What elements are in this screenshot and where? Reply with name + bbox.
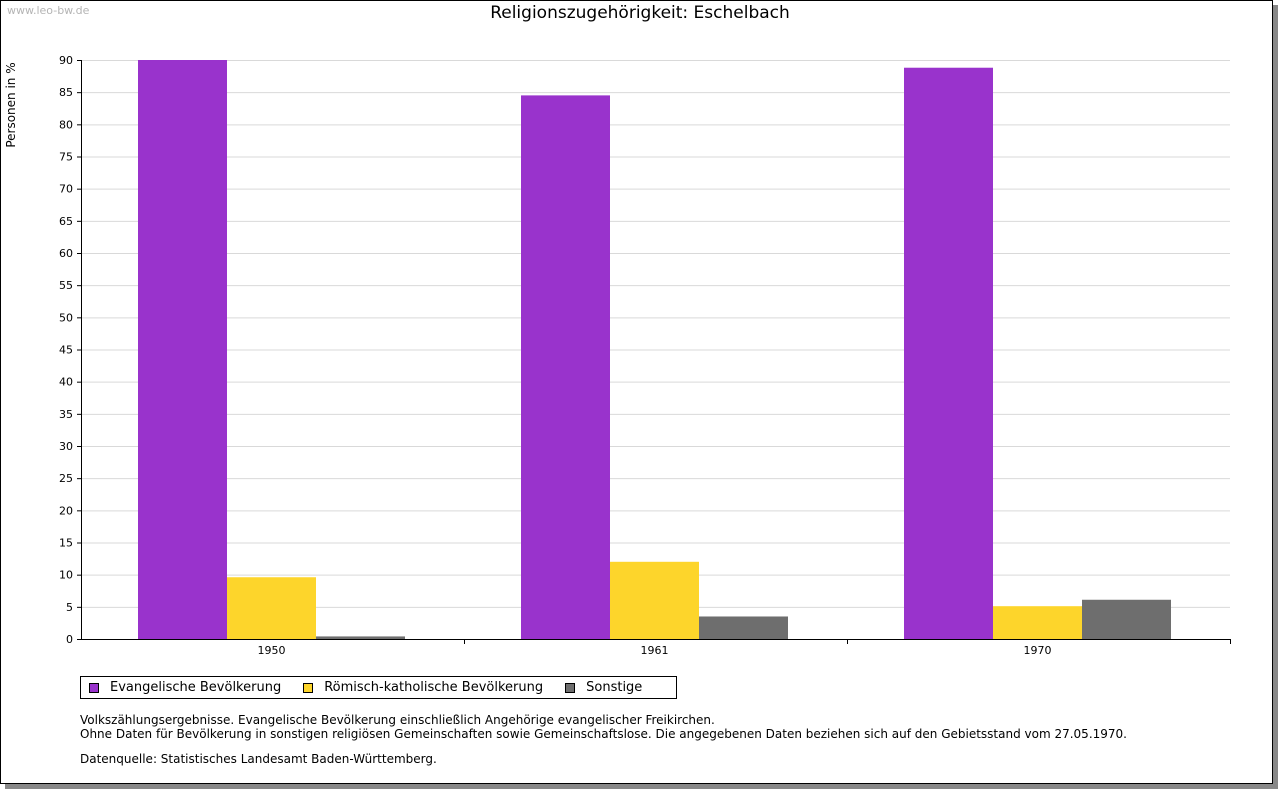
bar	[316, 636, 405, 639]
bar	[521, 95, 610, 640]
y-tick-label: 70	[59, 183, 73, 196]
bar	[699, 616, 788, 639]
y-tick-label: 25	[59, 472, 73, 485]
legend-item: Römisch-katholische Bevölkerung	[303, 680, 543, 695]
y-tick-label: 75	[59, 151, 73, 164]
y-tick-label: 80	[59, 118, 73, 131]
legend-item: Evangelische Bevölkerung	[89, 680, 281, 695]
y-tick-label: 90	[59, 54, 73, 67]
legend-swatch	[303, 682, 314, 693]
legend-swatch	[89, 682, 99, 693]
y-tick-label: 85	[59, 86, 73, 99]
bar	[610, 561, 699, 639]
chart-title: Religionszugehörigkeit: Eschelbach	[490, 3, 790, 23]
y-tick-label: 40	[59, 376, 73, 389]
note-line-1: Volkszählungsergebnisse. Evangelische Be…	[80, 713, 715, 727]
note-line-2: Ohne Daten für Bevölkerung in sonstigen …	[80, 727, 1127, 741]
y-tick-label: 45	[59, 344, 73, 357]
y-tick-label: 10	[59, 569, 73, 582]
legend-item: Sonstige	[565, 680, 642, 695]
legend-swatch	[565, 682, 576, 693]
bar	[993, 606, 1082, 639]
y-tick-label: 35	[59, 408, 73, 421]
y-tick-label: 50	[59, 311, 73, 324]
data-source: Datenquelle: Statistisches Landesamt Bad…	[80, 752, 437, 766]
y-tick-label: 5	[66, 601, 73, 614]
y-tick-label: 30	[59, 440, 73, 453]
legend-label: Römisch-katholische Bevölkerung	[324, 680, 544, 695]
y-tick-label: 15	[59, 537, 73, 550]
x-tick-label: 1970	[1024, 644, 1052, 657]
bar	[138, 60, 227, 639]
bar-chart: 0 5 10 15 20 25 30 35 40 45 50 55 60 65 70 75 80 85 90 1950…	[59, 54, 1231, 657]
legend-label: Sonstige	[586, 680, 643, 695]
bar	[1082, 599, 1171, 639]
x-tick-label: 1950	[258, 644, 286, 657]
bar	[904, 67, 993, 640]
y-tick-label: 65	[59, 215, 73, 228]
watermark: www.leo-bw.de	[7, 4, 90, 17]
y-tick-label: 20	[59, 504, 73, 517]
bar	[227, 577, 316, 639]
y-tick-label: 60	[59, 247, 73, 260]
legend-label: Evangelische Bevölkerung	[110, 680, 282, 695]
legend: Evangelische Bevölkerung Römisch-katholis…	[80, 676, 677, 699]
x-tick-label: 1961	[641, 644, 669, 657]
y-tick-label: 0	[66, 633, 73, 646]
y-tick-label: 55	[59, 279, 73, 292]
